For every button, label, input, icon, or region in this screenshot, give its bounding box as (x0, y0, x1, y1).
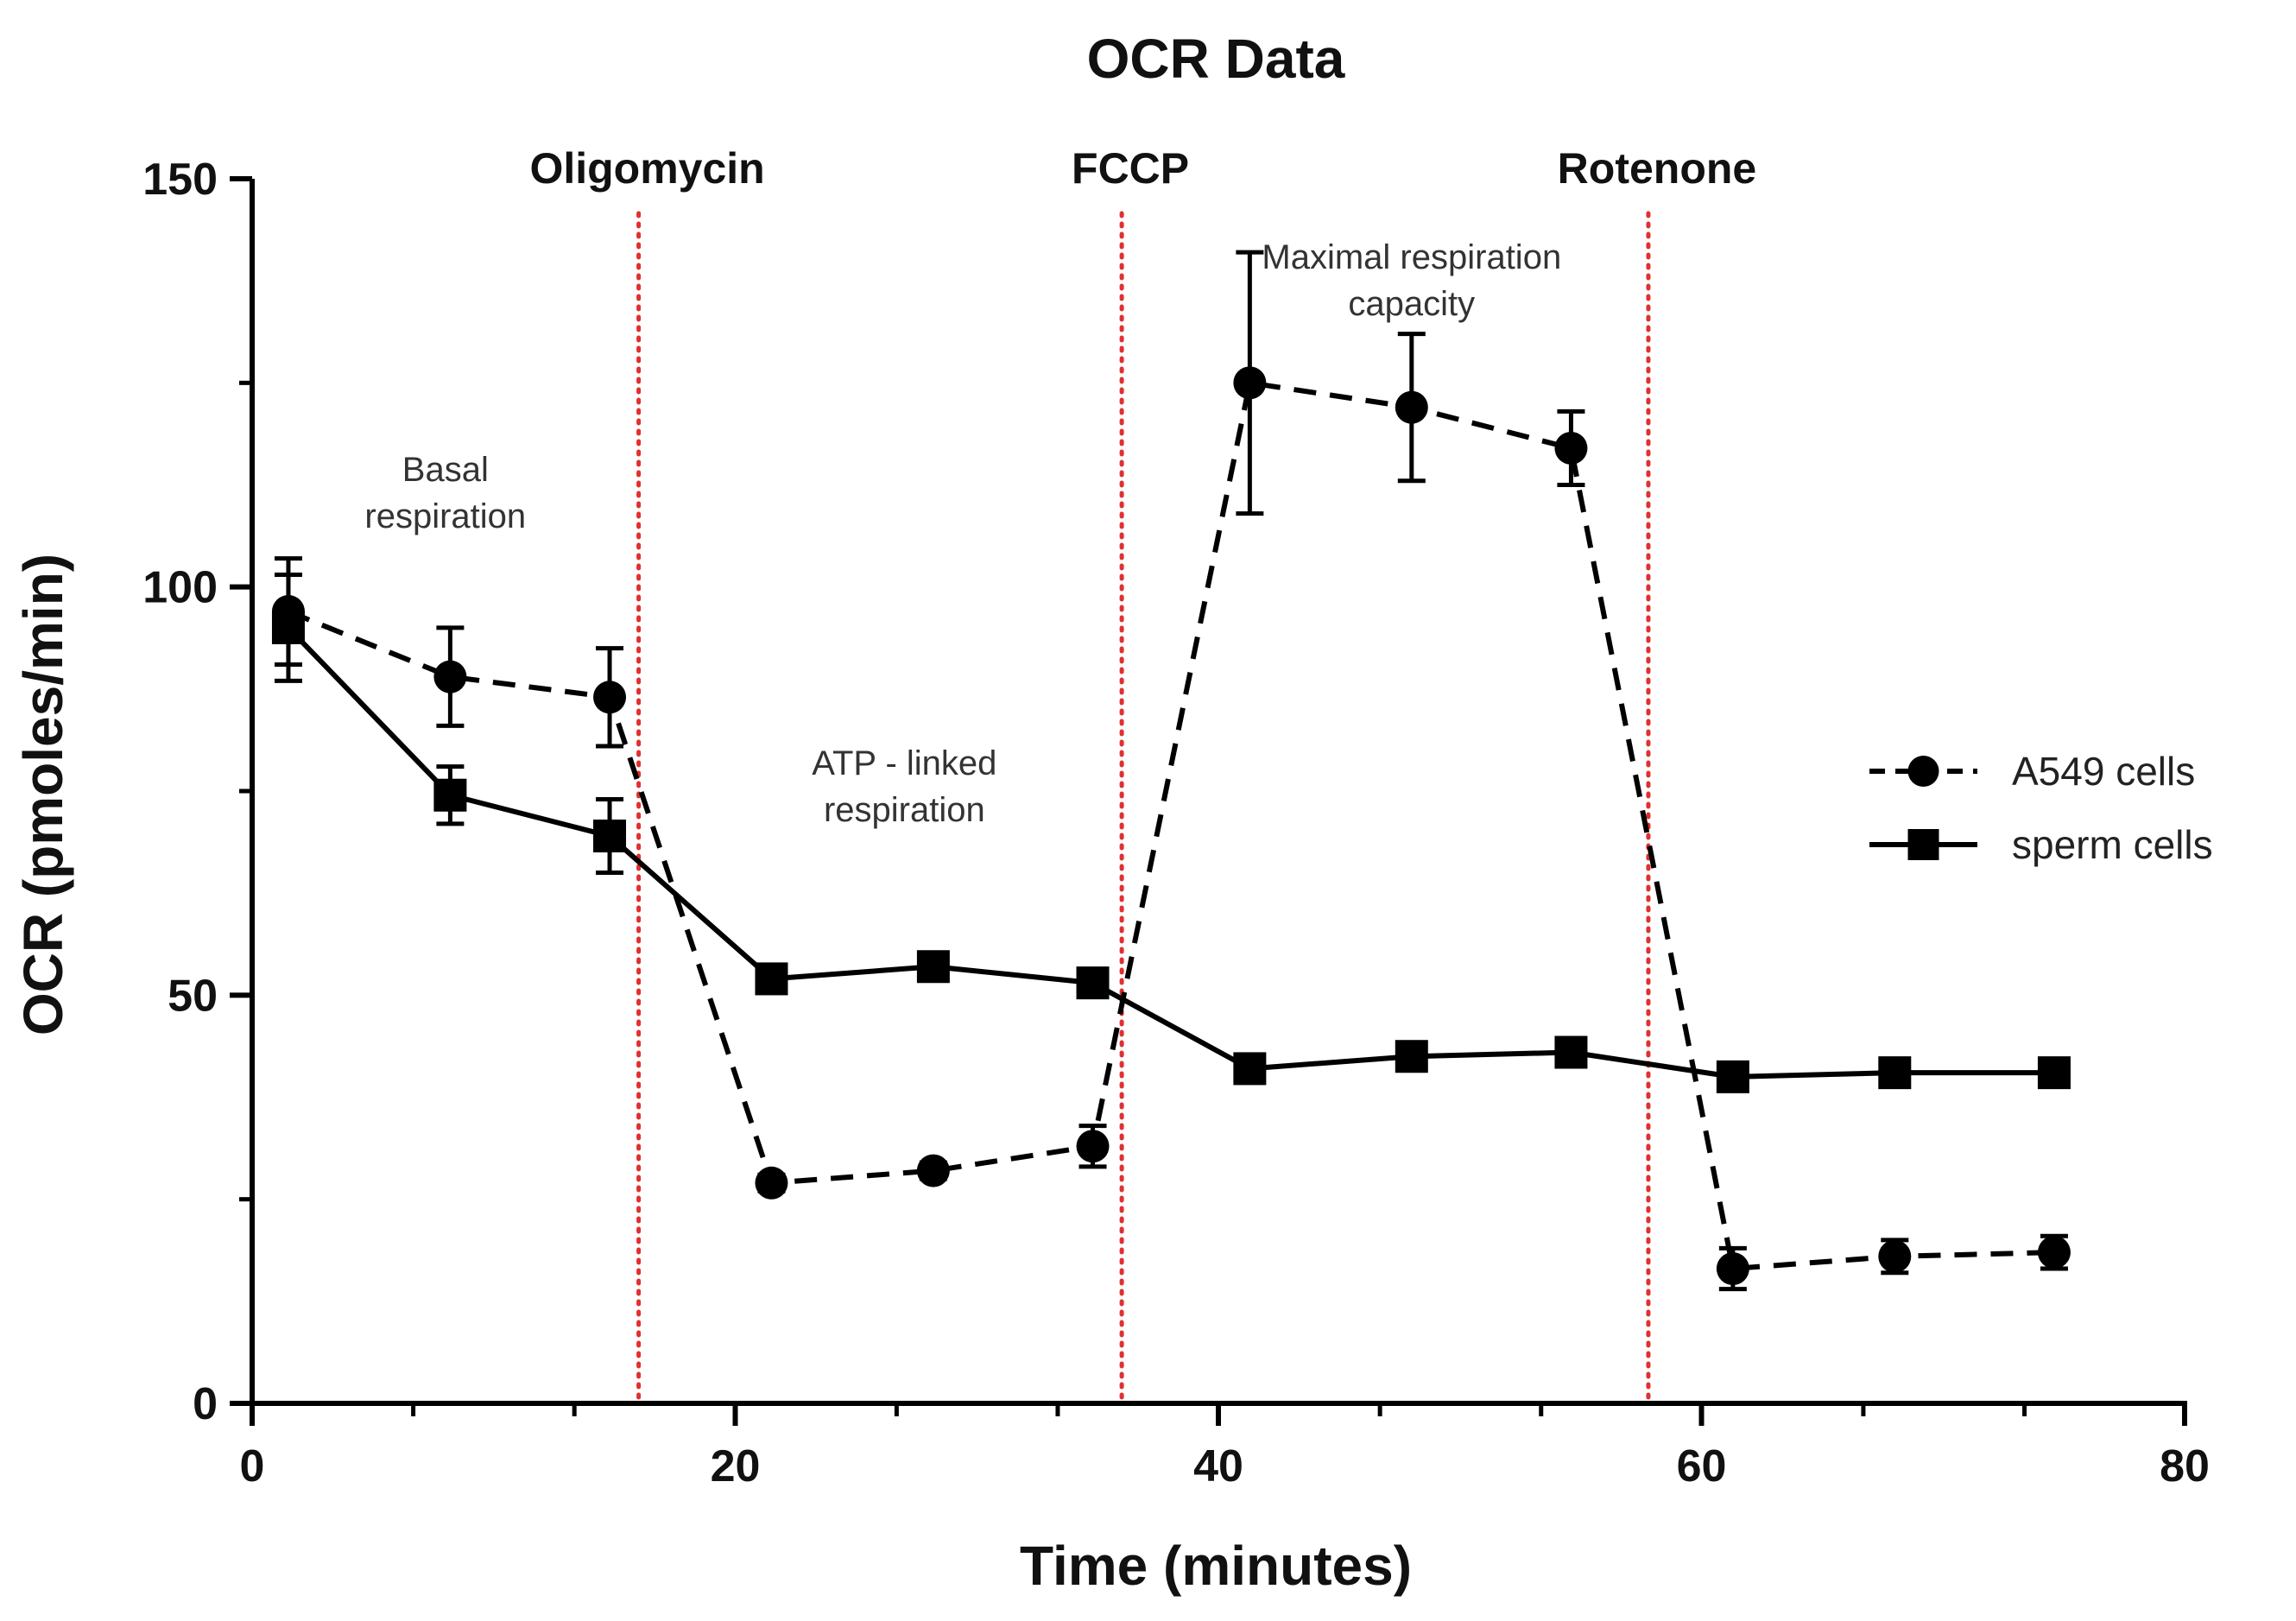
phase-annotation: respiration (824, 791, 985, 829)
data-point-circle (1076, 1130, 1110, 1163)
data-point-square (1233, 1052, 1267, 1086)
data-point-square (593, 819, 627, 852)
phase-annotation: ATP - linked (812, 744, 996, 782)
event-markers: Oligomycin FCCP Rotenone (529, 144, 1757, 1406)
series-line-square (286, 625, 2054, 1080)
legend-label: A549 cells (2012, 749, 2195, 794)
x-tick-label: 0 (240, 1441, 265, 1491)
x-tick-label: 40 (1193, 1441, 1243, 1491)
data-point-circle (1554, 431, 1588, 465)
phase-annotation: Basal (402, 451, 489, 489)
phase-annotation: Maximal respiration (1262, 238, 1561, 276)
phase-annotation: capacity (1348, 285, 1475, 323)
data-point-circle (1395, 390, 1428, 424)
legend: A549 cells sperm cells (1869, 749, 2213, 867)
data-point-square (271, 611, 305, 644)
legend-marker-square (1907, 829, 1939, 860)
data-point-square (1554, 1035, 1588, 1069)
y-tick-label: 0 (193, 1379, 218, 1429)
data-point-circle (1716, 1252, 1749, 1286)
x-tick-label: 60 (1677, 1441, 1727, 1491)
x-axis-title: Time (minutes) (1020, 1535, 1412, 1597)
data-point-square (1716, 1060, 1749, 1093)
data-point-square (916, 950, 950, 984)
data-point-square (433, 778, 467, 812)
data-point-square (2037, 1056, 2071, 1090)
y-tick-label: 100 (142, 563, 218, 613)
axes: 0 50 100 150 0 20 40 60 80 (142, 155, 2210, 1491)
phase-annotation: respiration (364, 497, 526, 535)
data-point-circle (916, 1154, 950, 1187)
chart-title: OCR Data (1087, 28, 1345, 90)
series-line-circle (287, 380, 2055, 1272)
data-point-circle (433, 660, 467, 693)
event-label: FCCP (1072, 144, 1189, 193)
x-tick-label: 20 (711, 1441, 761, 1491)
data-point-square (755, 962, 788, 996)
event-label: Oligomycin (529, 144, 764, 193)
legend-label: sperm cells (2012, 822, 2213, 867)
y-axis-title: OCR (pmoles/min) (12, 554, 74, 1035)
annotations: Basal respiration ATP - linked respiration M… (364, 238, 1561, 829)
data-point-circle (1233, 366, 1267, 400)
event-label: Rotenone (1558, 144, 1757, 193)
legend-marker-circle (1907, 756, 1939, 787)
y-tick-label: 50 (168, 971, 218, 1021)
data-point-circle (1878, 1239, 1912, 1273)
data-point-circle (755, 1166, 788, 1200)
data-point-square (1878, 1056, 1912, 1090)
data-point-square (1395, 1040, 1428, 1073)
data-point-circle (593, 681, 627, 714)
series-layer (271, 250, 2071, 1292)
data-point-circle (2037, 1236, 2071, 1270)
data-point-square (1076, 966, 1110, 1000)
x-tick-label: 80 (2160, 1441, 2210, 1491)
y-tick-label: 150 (142, 155, 218, 205)
